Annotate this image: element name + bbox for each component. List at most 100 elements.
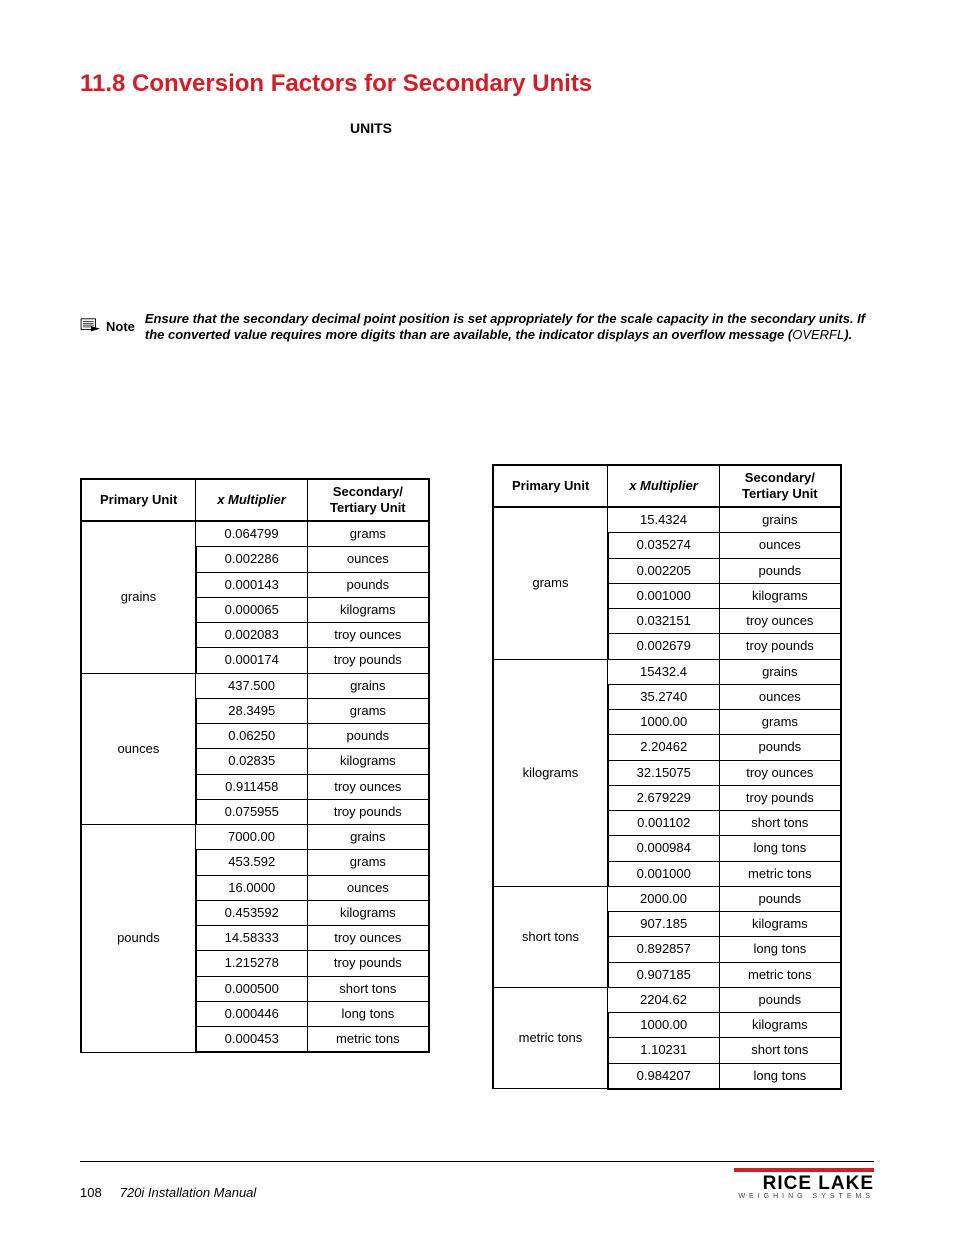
table-header-row: Primary Unit x Multiplier Secondary/Tert…	[81, 479, 429, 522]
secondary-unit-cell: long tons	[719, 1063, 841, 1089]
multiplier-cell: 0.000453	[196, 1027, 307, 1053]
secondary-unit-cell: kilograms	[719, 912, 841, 937]
multiplier-cell: 7000.00	[196, 825, 307, 850]
note-text: Ensure that the secondary decimal point …	[145, 311, 874, 344]
note-block: Note Ensure that the secondary decimal p…	[80, 311, 874, 344]
section-heading: 11.8 Conversion Factors for Secondary Un…	[80, 70, 874, 98]
multiplier-cell: 0.06250	[196, 724, 307, 749]
secondary-unit-cell: pounds	[719, 558, 841, 583]
secondary-unit-cell: ounces	[307, 547, 429, 572]
multiplier-cell: 453.592	[196, 850, 307, 875]
multiplier-cell: 0.911458	[196, 774, 307, 799]
multiplier-cell: 0.453592	[196, 900, 307, 925]
secondary-unit-cell: kilograms	[307, 749, 429, 774]
secondary-unit-cell: grams	[307, 521, 429, 547]
secondary-unit-cell: troy pounds	[307, 799, 429, 824]
secondary-unit-cell: grams	[307, 698, 429, 723]
note-overfl: OVERFL	[792, 327, 844, 342]
secondary-unit-cell: troy pounds	[307, 951, 429, 976]
col-primary-unit: Primary Unit	[81, 479, 196, 522]
secondary-unit-cell: short tons	[719, 811, 841, 836]
secondary-unit-cell: metric tons	[719, 861, 841, 886]
page: 11.8 Conversion Factors for Secondary Un…	[0, 0, 954, 1235]
brand-bar	[734, 1168, 874, 1172]
secondary-unit-cell: troy ounces	[307, 774, 429, 799]
table-row: grains0.064799grams	[81, 521, 429, 547]
multiplier-cell: 0.000174	[196, 648, 307, 673]
secondary-unit-cell: troy pounds	[719, 785, 841, 810]
secondary-unit-cell: kilograms	[719, 583, 841, 608]
left-conversion-table: Primary Unit x Multiplier Secondary/Tert…	[80, 478, 430, 1054]
multiplier-cell: 0.907185	[608, 962, 719, 987]
multiplier-cell: 1000.00	[608, 710, 719, 735]
secondary-unit-cell: long tons	[307, 1001, 429, 1026]
secondary-unit-cell: long tons	[719, 937, 841, 962]
multiplier-cell: 907.185	[608, 912, 719, 937]
multiplier-cell: 14.58333	[196, 926, 307, 951]
multiplier-cell: 0.892857	[608, 937, 719, 962]
multiplier-cell: 0.001000	[608, 861, 719, 886]
left-table-body: grains0.064799grams0.002286ounces0.00014…	[81, 521, 429, 1052]
col-secondary-unit: Secondary/Tertiary Unit	[719, 465, 841, 508]
secondary-unit-cell: long tons	[719, 836, 841, 861]
multiplier-cell: 0.000500	[196, 976, 307, 1001]
footer-left: 108 720i Installation Manual	[80, 1185, 256, 1200]
secondary-unit-cell: troy ounces	[307, 623, 429, 648]
primary-unit-cell: pounds	[81, 825, 196, 1053]
multiplier-cell: 0.075955	[196, 799, 307, 824]
multiplier-cell: 0.000446	[196, 1001, 307, 1026]
note-icon	[80, 317, 102, 335]
primary-unit-cell: kilograms	[493, 659, 608, 886]
multiplier-cell: 16.0000	[196, 875, 307, 900]
multiplier-cell: 1.10231	[608, 1038, 719, 1063]
multiplier-cell: 0.02835	[196, 749, 307, 774]
brand-name: RICE LAKE	[734, 1174, 874, 1193]
primary-unit-cell: grains	[81, 521, 196, 673]
tables-wrap: Primary Unit x Multiplier Secondary/Tert…	[80, 464, 874, 1090]
multiplier-cell: 2000.00	[608, 886, 719, 911]
secondary-unit-cell: ounces	[307, 875, 429, 900]
brand-logo: RICE LAKE WEIGHING SYSTEMS	[734, 1168, 874, 1200]
multiplier-cell: 15432.4	[608, 659, 719, 684]
right-conversion-table: Primary Unit x Multiplier Secondary/Tert…	[492, 464, 842, 1090]
note-body-prefix: Ensure that the secondary decimal point …	[145, 311, 865, 342]
multiplier-cell: 0.000984	[608, 836, 719, 861]
multiplier-cell: 2204.62	[608, 987, 719, 1012]
secondary-unit-cell: short tons	[307, 976, 429, 1001]
multiplier-cell: 0.035274	[608, 533, 719, 558]
multiplier-cell: 0.001000	[608, 583, 719, 608]
page-number: 108	[80, 1185, 102, 1200]
secondary-unit-cell: troy ounces	[307, 926, 429, 951]
secondary-unit-cell: kilograms	[307, 900, 429, 925]
multiplier-cell: 28.3495	[196, 698, 307, 723]
secondary-unit-cell: grains	[719, 659, 841, 684]
multiplier-cell: 437.500	[196, 673, 307, 698]
page-footer: 108 720i Installation Manual RICE LAKE W…	[80, 1161, 874, 1200]
secondary-unit-cell: grams	[719, 710, 841, 735]
note-label: Note	[106, 319, 135, 334]
secondary-unit-cell: pounds	[307, 572, 429, 597]
table-header-row: Primary Unit x Multiplier Secondary/Tert…	[493, 465, 841, 508]
multiplier-cell: 2.679229	[608, 785, 719, 810]
table-row: pounds7000.00grains	[81, 825, 429, 850]
secondary-unit-cell: pounds	[719, 987, 841, 1012]
secondary-unit-cell: troy pounds	[719, 634, 841, 659]
col-primary-unit: Primary Unit	[493, 465, 608, 508]
multiplier-cell: 0.984207	[608, 1063, 719, 1089]
multiplier-cell: 1.215278	[196, 951, 307, 976]
table-row: kilograms15432.4grains	[493, 659, 841, 684]
multiplier-cell: 0.001102	[608, 811, 719, 836]
col-secondary-unit: Secondary/Tertiary Unit	[307, 479, 429, 522]
multiplier-cell: 0.000143	[196, 572, 307, 597]
secondary-unit-cell: metric tons	[719, 962, 841, 987]
multiplier-cell: 0.032151	[608, 609, 719, 634]
secondary-unit-cell: ounces	[719, 684, 841, 709]
secondary-unit-cell: pounds	[719, 735, 841, 760]
multiplier-cell: 0.002083	[196, 623, 307, 648]
note-icon-wrap: Note	[80, 311, 135, 335]
secondary-unit-cell: pounds	[719, 886, 841, 911]
secondary-unit-cell: grains	[307, 673, 429, 698]
table-row: short tons2000.00pounds	[493, 886, 841, 911]
multiplier-cell: 0.000065	[196, 597, 307, 622]
secondary-unit-cell: grains	[719, 507, 841, 533]
